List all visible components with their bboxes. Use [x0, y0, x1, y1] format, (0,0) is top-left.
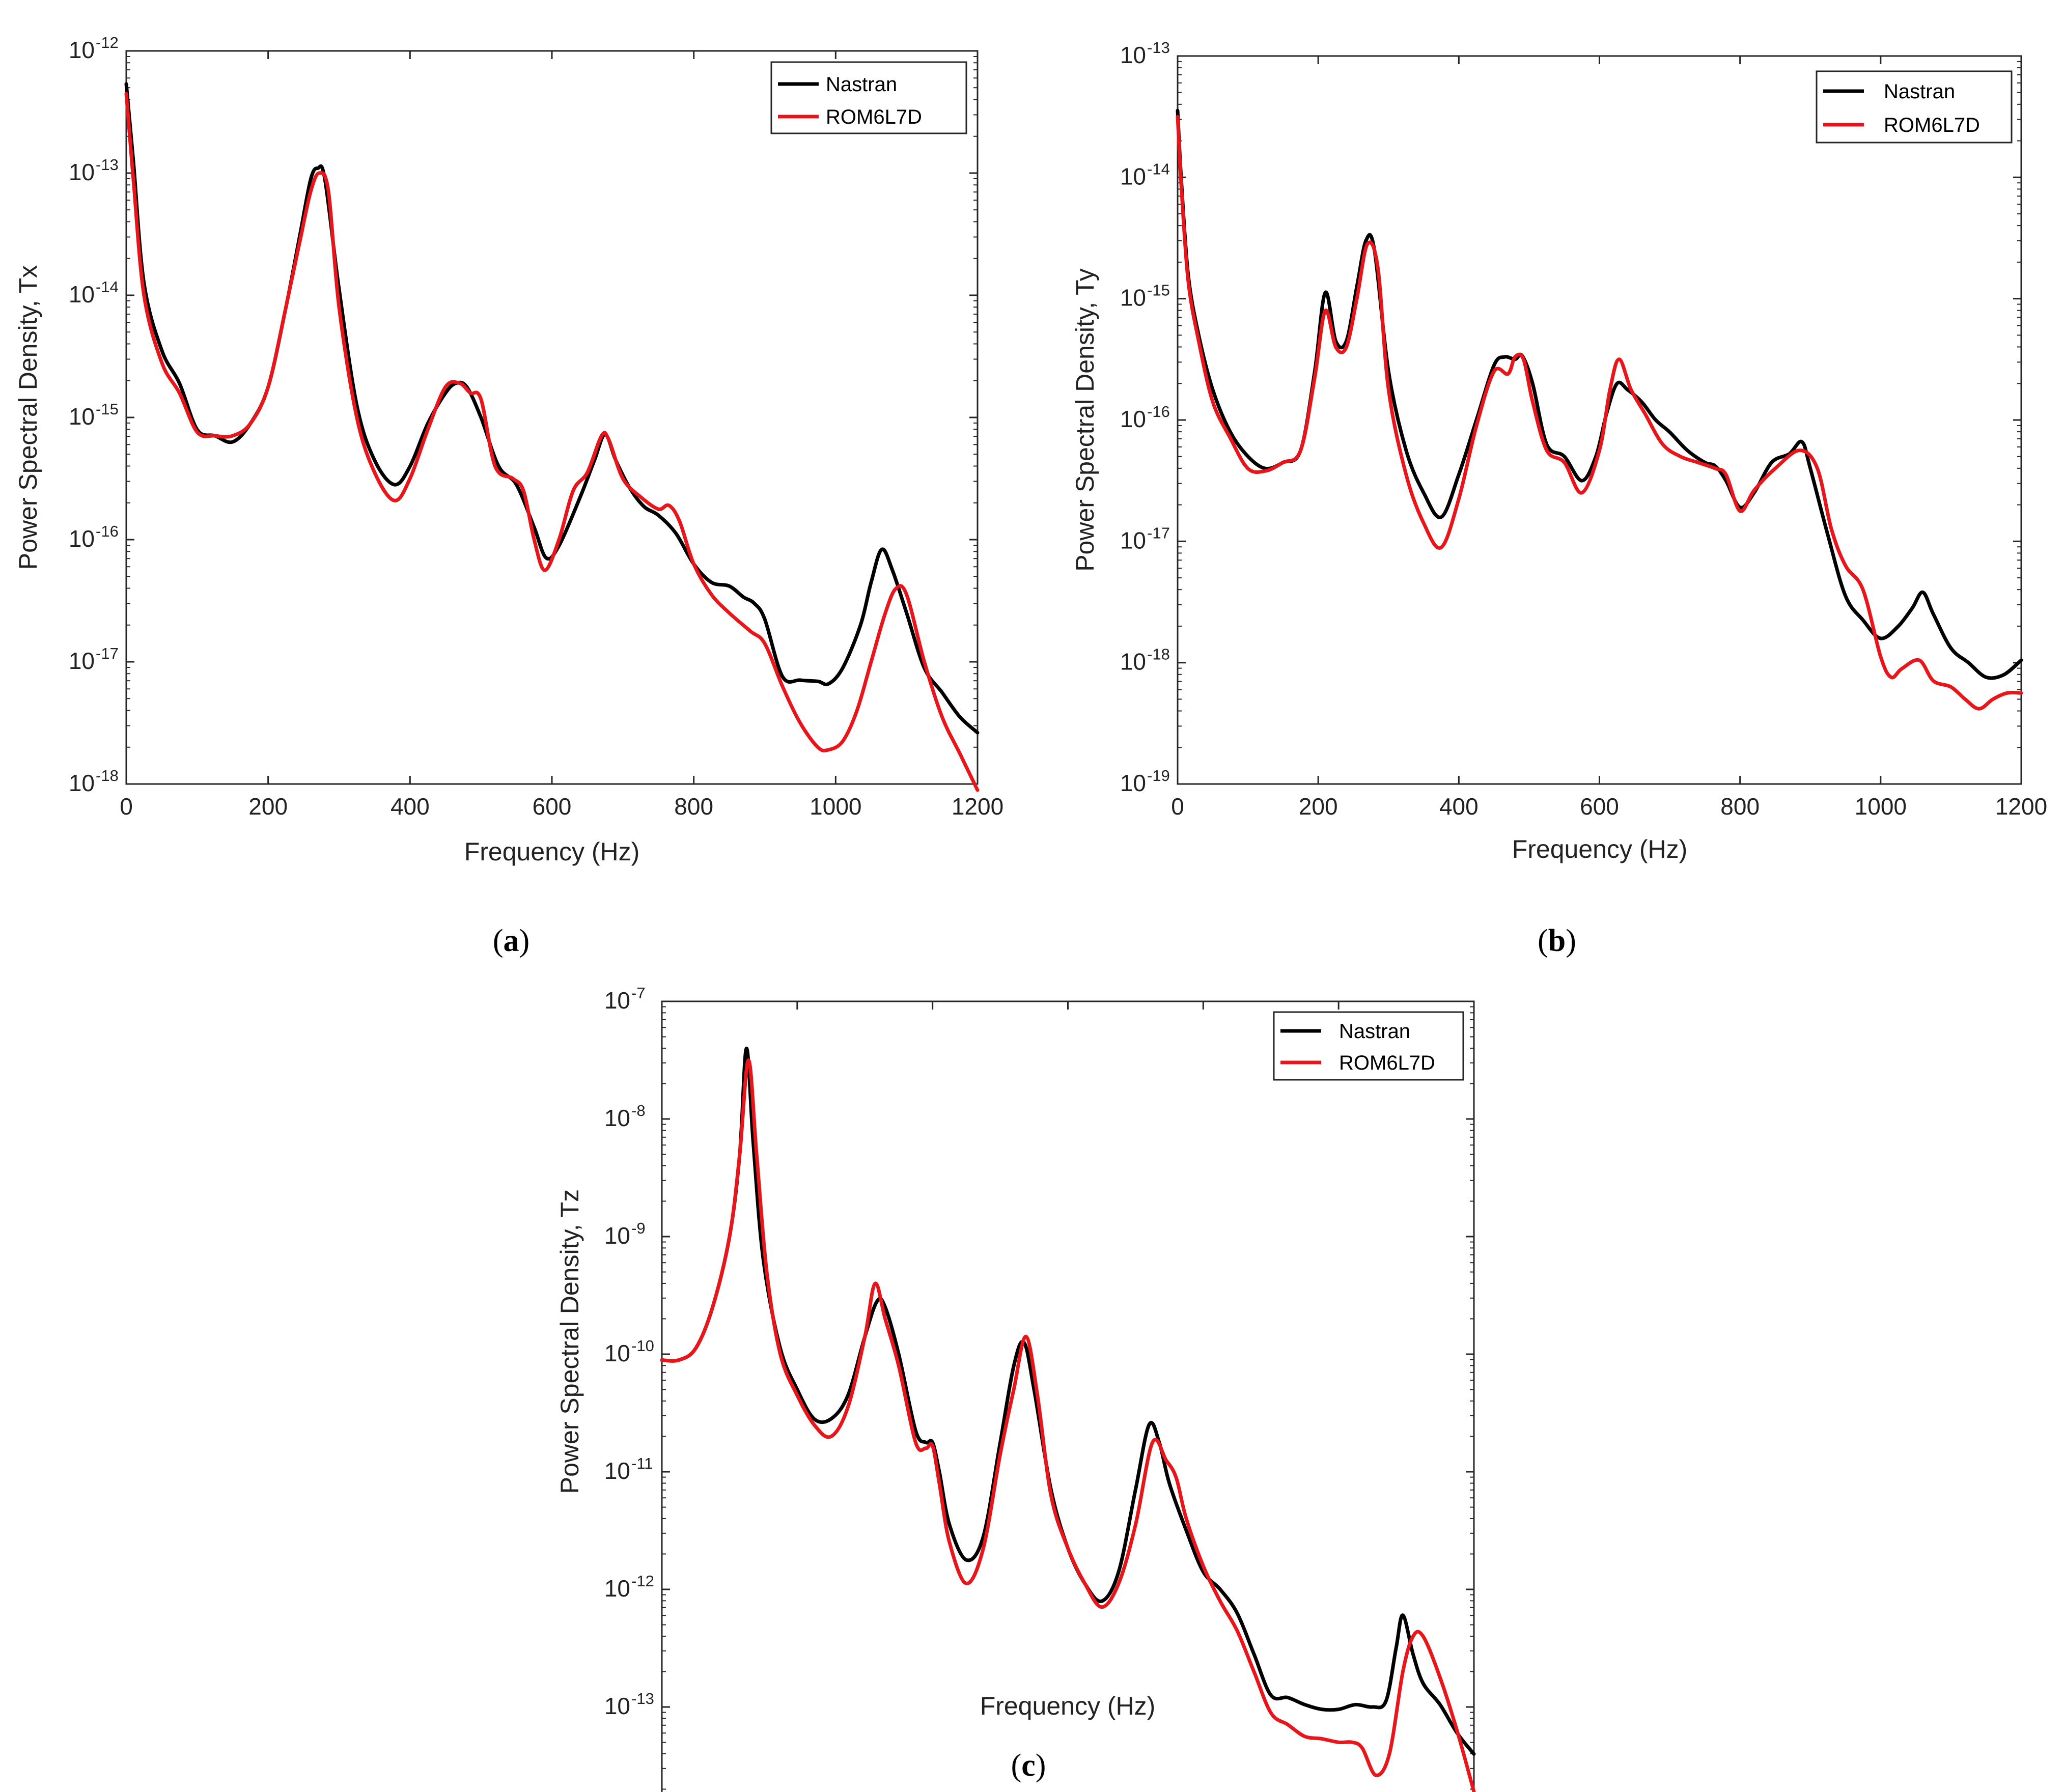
y-tick-label-base: 10 — [604, 1222, 630, 1249]
y-tick-label-exponent: -12 — [96, 34, 119, 51]
y-tick-label-exponent: -18 — [96, 767, 119, 785]
x-tick-label: 1200 — [952, 793, 1003, 820]
series-line-rom6l7d-b — [1176, 115, 2023, 711]
x-tick-label: 1200 — [1995, 793, 2047, 820]
y-tick-label-base: 10 — [69, 770, 95, 796]
series-line-rom6l7d-a — [124, 92, 980, 792]
y-tick-label-exponent: -18 — [1147, 646, 1170, 663]
y-tick-label-exponent: -9 — [631, 1219, 646, 1237]
series-line-rom6l7d-c — [660, 1058, 1476, 1792]
y-tick-label-base: 10 — [1120, 406, 1146, 432]
y-tick-label-exponent: -11 — [631, 1454, 653, 1472]
x-axis-title-a: Frequency (Hz) — [464, 837, 640, 866]
caption-letter-a: a — [504, 923, 519, 958]
plot-area-a — [125, 50, 979, 785]
legend-label-nastran-b: Nastran — [1884, 80, 1955, 103]
caption-b: (b) — [1538, 923, 1576, 958]
series-group-a — [124, 82, 980, 792]
x-tick-label: 400 — [391, 793, 430, 820]
x-tick-label: 200 — [248, 793, 288, 820]
y-tick-label-base: 10 — [69, 159, 95, 185]
x-axis-title-c: Frequency (Hz) — [980, 1692, 1156, 1720]
y-tick-label-base: 10 — [69, 403, 95, 430]
series-group-c — [660, 1046, 1476, 1792]
legend-box-c — [1273, 1011, 1464, 1081]
x-tick-label: 600 — [1580, 793, 1619, 820]
y-tick-label-base: 10 — [1120, 163, 1146, 189]
legend-a: Nastran ROM6L7D — [770, 61, 967, 134]
y-axis-title-b: Power Spectral Density, Ty — [1071, 268, 1099, 572]
y-tick-label-exponent: -10 — [631, 1337, 654, 1355]
y-tick-label-exponent: -8 — [631, 1102, 646, 1119]
legend-label-rom-b: ROM6L7D — [1884, 114, 1980, 136]
x-tick-label: 800 — [1720, 793, 1760, 820]
x-tick-label: 0 — [1171, 793, 1184, 820]
y-tick-label-base: 10 — [69, 281, 95, 307]
y-tick-label-base: 10 — [1120, 770, 1146, 796]
y-axis-title-a: Power Spectral Density, Tx — [14, 265, 42, 570]
legend-box-a — [770, 61, 967, 134]
legend-label-nastran-c: Nastran — [1339, 1020, 1410, 1043]
legend-label-nastran-a: Nastran — [826, 73, 897, 96]
x-tick-label: 400 — [1439, 793, 1479, 820]
y-tick-label-exponent: -17 — [1147, 524, 1170, 542]
y-tick-label-exponent: -13 — [96, 156, 119, 174]
y-tick-label-exponent: -13 — [1147, 39, 1170, 57]
caption-letter-c: c — [1021, 1748, 1036, 1783]
y-tick-label-base: 10 — [69, 37, 95, 63]
y-tick-label-exponent: -17 — [96, 645, 119, 662]
legend-label-rom-a: ROM6L7D — [826, 106, 922, 128]
x-tick-label: 600 — [533, 793, 572, 820]
x-axis-title-b: Frequency (Hz) — [1512, 835, 1688, 863]
x-tick-label: 1000 — [1855, 793, 1907, 820]
legend-label-rom-c: ROM6L7D — [1339, 1052, 1435, 1074]
y-tick-label-base: 10 — [69, 525, 95, 552]
y-tick-label-exponent: -12 — [631, 1572, 654, 1590]
y-tick-label-base: 10 — [604, 987, 630, 1014]
x-tick-label: 0 — [120, 793, 133, 820]
y-tick-label-exponent: -13 — [631, 1690, 654, 1707]
y-tick-label-exponent: -14 — [96, 278, 119, 296]
y-tick-label-base: 10 — [604, 1340, 630, 1366]
caption-a: (a) — [493, 923, 529, 958]
ticks-c: 02004006008001000120010-1410-1310-1210-1… — [604, 984, 1475, 1790]
y-tick-label-base: 10 — [604, 1693, 630, 1719]
plot-area-c — [661, 1000, 1475, 1792]
y-tick-label-exponent: -16 — [1147, 403, 1170, 421]
y-tick-label-base: 10 — [604, 1575, 630, 1602]
caption-c: (c) — [1011, 1748, 1046, 1783]
series-group-b — [1176, 108, 2023, 711]
caption-letter-b: b — [1548, 923, 1566, 958]
y-tick-label-base: 10 — [604, 1105, 630, 1131]
y-tick-label-exponent: -15 — [96, 400, 119, 418]
x-tick-label: 800 — [674, 793, 713, 820]
y-tick-label-base: 10 — [1120, 285, 1146, 311]
legend-b: Nastran ROM6L7D — [1816, 70, 2013, 144]
y-axis-title-c: Power Spectral Density, Tz — [555, 1189, 584, 1494]
y-tick-label-base: 10 — [604, 1458, 630, 1484]
y-tick-label-base: 10 — [1120, 42, 1146, 68]
y-tick-label-base: 10 — [1120, 527, 1146, 553]
chart-panel-c: 02004006008001000120010-1410-1310-1210-1… — [555, 984, 1476, 1792]
y-tick-label-exponent: -16 — [96, 522, 119, 540]
y-tick-label-exponent: -15 — [1147, 282, 1170, 299]
y-tick-label-base: 10 — [1120, 649, 1146, 675]
x-tick-label: 200 — [1299, 793, 1338, 820]
y-tick-label-exponent: -19 — [1147, 767, 1170, 785]
y-tick-label-exponent: -14 — [1147, 160, 1170, 178]
y-tick-label-exponent: -7 — [631, 984, 646, 1002]
legend-c: Nastran ROM6L7D — [1273, 1011, 1464, 1081]
legend-box-b — [1816, 70, 2013, 144]
y-tick-label-base: 10 — [69, 648, 95, 674]
x-tick-label: 1000 — [810, 793, 861, 820]
